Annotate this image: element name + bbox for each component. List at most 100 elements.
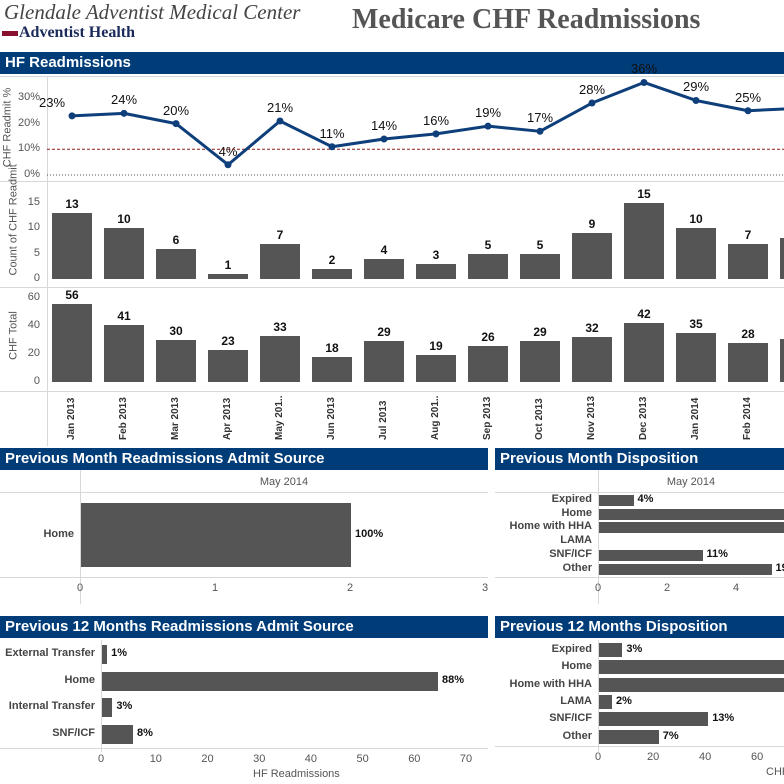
x-tick-label: 40: [304, 753, 318, 765]
bar: [599, 521, 784, 533]
bar-value-label: 5: [484, 237, 492, 252]
x-axis-line: [0, 748, 488, 749]
point-label: 36%: [630, 61, 658, 77]
x-axis-origin: [80, 470, 81, 604]
category-label: Home: [561, 507, 592, 519]
bar-value-label: 7: [744, 227, 752, 242]
point-label: 16%: [422, 112, 450, 128]
bar: [52, 303, 92, 382]
bar-value-label: 33: [273, 319, 287, 334]
bar: [599, 730, 659, 744]
x-tick-label: 30: [253, 753, 266, 765]
bar-value-label: 2%: [616, 695, 632, 707]
x-axis-origin: [598, 470, 599, 604]
bar-value-label: 30: [169, 324, 183, 338]
panel-divider: [0, 391, 784, 392]
category-label: SNF/ICF: [549, 712, 592, 724]
data-point: [120, 109, 128, 117]
y-tick-label: 20%: [17, 116, 40, 129]
point-label: 24%: [110, 92, 138, 108]
x-tick-label: 0: [595, 582, 602, 594]
y-tick-label: 20: [27, 347, 40, 359]
bar-value-label: 6: [172, 232, 180, 247]
x-tick-label: 40: [699, 751, 712, 763]
bar-value-label: 29: [377, 325, 391, 340]
panel-divider: [0, 287, 784, 288]
y-tick-label: 0: [33, 375, 40, 387]
bar: [599, 549, 703, 561]
bar: [468, 345, 508, 382]
x-tick-label: 70: [459, 753, 473, 765]
bar-value-label: 4%: [637, 493, 654, 505]
y-tick-label: 5: [33, 246, 40, 259]
bar: [416, 355, 456, 382]
x-tick-label: 0: [595, 751, 602, 763]
data-point: [276, 117, 284, 125]
y-tick-label: 10%: [17, 142, 40, 155]
bar-value-label: 100%: [355, 528, 384, 540]
bar: [599, 563, 772, 575]
point-label: 21%: [266, 100, 294, 116]
y-tick-label: 60: [27, 291, 40, 303]
point-label: 29%: [682, 79, 710, 95]
bar: [208, 273, 248, 279]
category-label: Home: [561, 660, 592, 672]
category-label: Home with HHA: [509, 678, 593, 690]
bar: [624, 202, 664, 279]
bar: [102, 724, 134, 744]
bar: [468, 253, 508, 279]
category-label: Home with HHA: [509, 520, 593, 532]
panel-divider: [0, 181, 784, 182]
bar: [676, 333, 716, 382]
x-tick-label: 50: [356, 753, 369, 765]
data-point: [536, 127, 544, 135]
point-label: 20%: [162, 102, 190, 118]
point-label: 19%: [474, 105, 502, 121]
x-tick-label: 20: [647, 751, 660, 763]
bar: [364, 341, 404, 382]
bar: [780, 238, 784, 279]
bar-value-label: 10: [117, 212, 131, 227]
category-label: LAMA: [560, 534, 592, 546]
x-tick-label: 60: [408, 753, 421, 765]
x-tick-label: 2: [664, 582, 671, 594]
column-header: May 2014: [259, 476, 309, 488]
point-label: 14%: [370, 118, 398, 134]
x-axis-label: HF Readmissions: [253, 768, 340, 780]
bar: [599, 508, 784, 520]
x-tick-label: 0: [77, 582, 84, 594]
category-label: Other: [562, 562, 592, 574]
x-axis-line: [495, 577, 784, 578]
data-point: [432, 130, 440, 138]
x-tick-label: 10: [149, 753, 162, 765]
bar: [572, 233, 612, 279]
category-label: SNF/ICF: [549, 548, 592, 560]
section-header-prev-month-disp: Previous Month Disposition: [495, 448, 784, 470]
bar-value-label: 9: [588, 217, 596, 232]
bar-value-label: 18: [325, 340, 339, 355]
bar-value-label: 4: [380, 242, 388, 257]
bar: [364, 258, 404, 279]
bar-value-label: 19%: [775, 562, 784, 574]
bar: [728, 342, 768, 382]
bar-value-label: 56: [65, 287, 79, 302]
bar: [599, 660, 784, 674]
bar-value-label: 13: [65, 197, 79, 212]
bar-value-label: 5: [536, 237, 544, 252]
x-axis-origin: [598, 640, 599, 752]
bar: [599, 678, 784, 692]
bar-value-label: 13%: [712, 712, 735, 724]
point-label: 25%: [734, 89, 762, 105]
category-label: SNF/ICF: [52, 727, 95, 739]
category-label: Expired: [551, 643, 592, 655]
x-axis-label: CHF Total: [766, 766, 784, 778]
bar-value-label: 7%: [662, 730, 679, 742]
brand-name: Adventist Health: [19, 24, 135, 41]
x-tick-label: 3: [482, 582, 489, 594]
bar: [624, 323, 664, 382]
category-label: LAMA: [560, 695, 592, 707]
bar: [312, 356, 352, 382]
category-label: External Transfer: [5, 647, 95, 659]
